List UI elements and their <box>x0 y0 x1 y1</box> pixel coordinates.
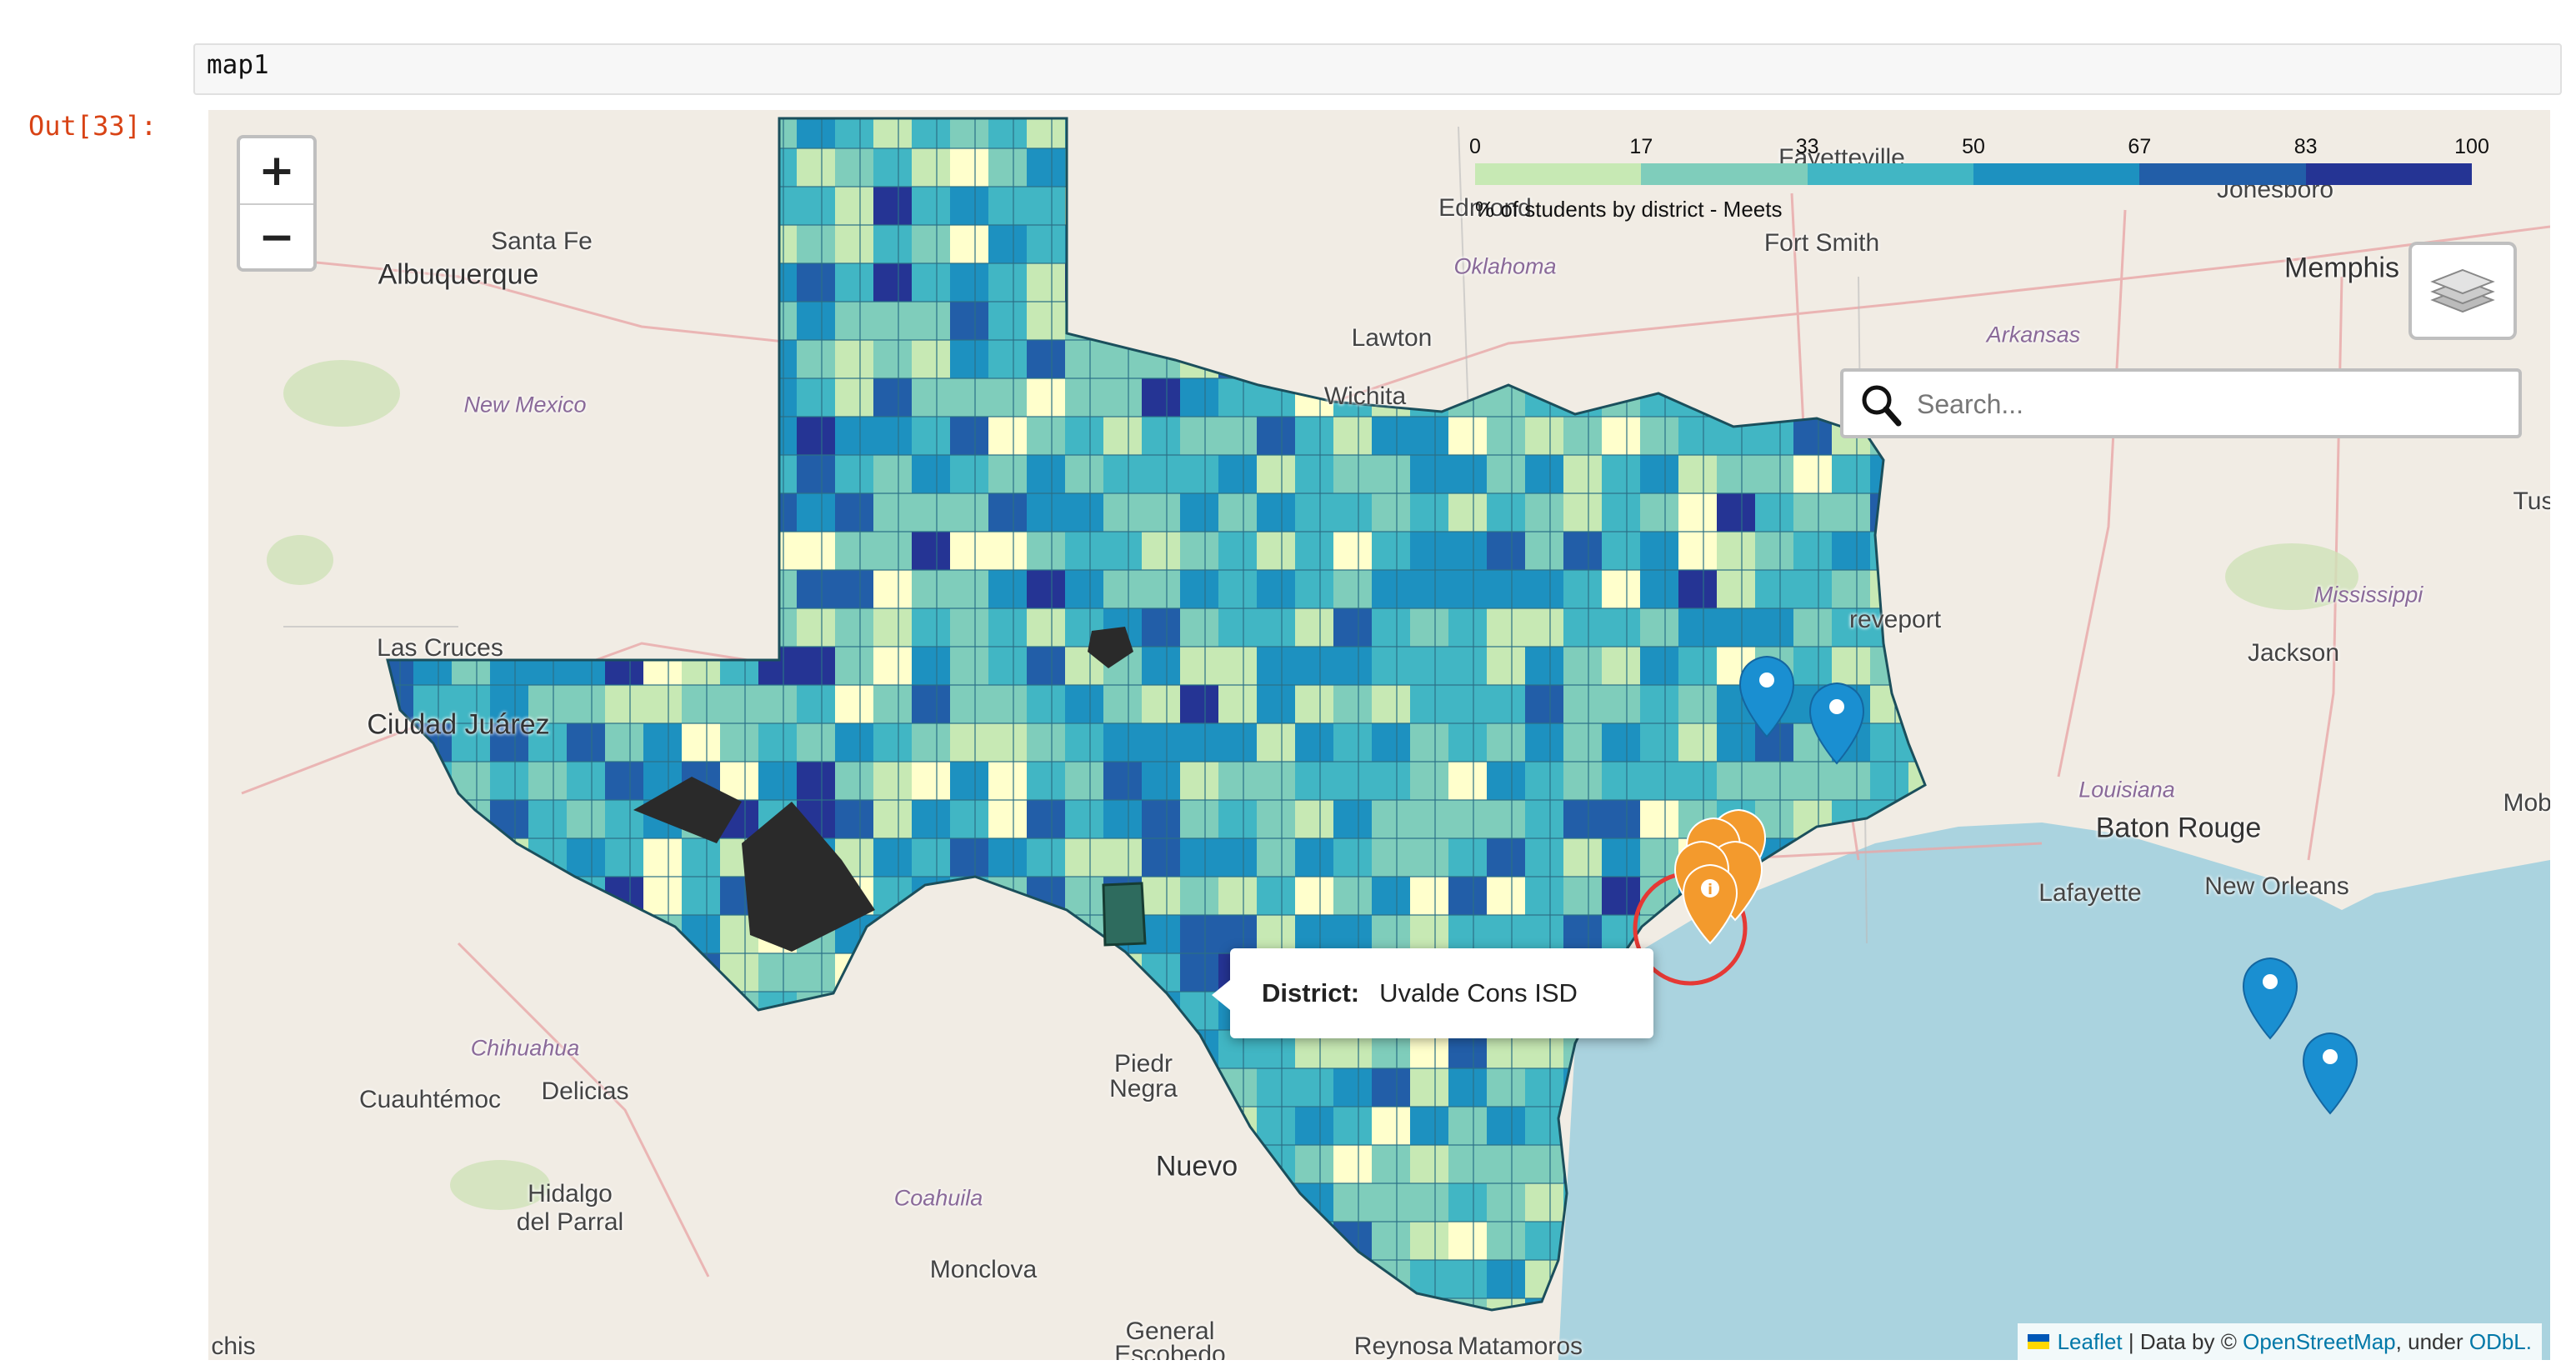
legend-color-step <box>1641 163 1808 185</box>
label-mobile: Mobi <box>2503 789 2550 817</box>
legend-color-step <box>2305 163 2472 185</box>
attribution: Leaflet | Data by © OpenStreetMap, under… <box>2017 1323 2542 1360</box>
code-text[interactable]: map1 <box>207 50 269 80</box>
zoom-out-button[interactable]: − <box>240 203 313 270</box>
label-new-mexico: New Mexico <box>463 392 587 418</box>
legend-tick: 67 <box>2128 135 2152 158</box>
legend-tick: 100 <box>2454 135 2489 158</box>
label-hidalgo: Hidalgo del Parral <box>516 1180 624 1236</box>
ukraine-flag-icon <box>2027 1334 2049 1349</box>
label-wichita: Wichita <box>1323 382 1407 410</box>
odbl-link[interactable]: ODbL. <box>2468 1328 2532 1354</box>
label-albuquerque: Albuquerque <box>378 258 539 291</box>
layers-icon <box>2430 268 2495 313</box>
label-lawton: Lawton <box>1351 324 1433 352</box>
legend-color-step <box>2139 163 2306 185</box>
legend-color-step <box>1807 163 1973 185</box>
info-icon: i <box>1708 882 1713 898</box>
legend-tick: 0 <box>1469 135 1481 158</box>
label-general-escobedo: General Escobedo <box>1114 1318 1226 1361</box>
label-cuauhtemoc: Cuauhtémoc <box>358 1086 502 1113</box>
label-arkansas: Arkansas <box>1986 322 2081 348</box>
search-icon[interactable] <box>1858 382 1905 428</box>
label-chis: chis <box>211 1332 256 1360</box>
label-oklahoma: Oklahoma <box>1453 253 1557 279</box>
legend-color-step <box>1475 163 1642 185</box>
label-ciudad-juarez: Ciudad Juárez <box>367 708 550 741</box>
color-legend: 0 17 33 50 67 83 100 % of students by district… <box>1469 135 2492 227</box>
label-shreveport: reveport <box>1848 606 1942 633</box>
label-jackson: Jackson <box>2247 639 2340 667</box>
label-coahuila: Coahuila <box>893 1185 983 1211</box>
legend-caption: % of students by district - Meets <box>1475 197 1783 222</box>
search-control <box>1840 368 2522 438</box>
marker-blue[interactable] <box>2302 1032 2358 1115</box>
district-tooltip: District: Uvalde Cons ISD <box>1212 948 1653 1038</box>
legend-tick: 50 <box>1962 135 1985 158</box>
label-matamoros: Matamoros <box>1457 1332 1583 1360</box>
out-prompt: Out[33]: <box>28 110 158 142</box>
layers-control-button[interactable] <box>2408 242 2517 340</box>
map-basemap <box>208 110 2550 1360</box>
label-las-cruces: Las Cruces <box>377 634 503 662</box>
label-memphis: Memphis <box>2284 252 2399 284</box>
label-tus: Tus <box>2513 488 2550 515</box>
label-santa-fe: Santa Fe <box>491 228 593 255</box>
label-piedras-negras: Piedr Negra <box>1109 1050 1178 1102</box>
legend-tick: 83 <box>2293 135 2318 158</box>
label-monclova: Monclova <box>929 1256 1038 1283</box>
label-reynosa: Reynosa <box>1353 1332 1453 1360</box>
missing-districts <box>633 627 1133 952</box>
label-edmond: Edmond <box>1438 194 1532 222</box>
label-nuevo: Nuevo <box>1155 1150 1238 1182</box>
legend-colorbar <box>1475 163 2472 185</box>
code-cell[interactable]: map1 <box>193 43 2562 95</box>
zoom-control: + − <box>237 135 317 272</box>
zoom-in-button[interactable]: + <box>258 146 295 196</box>
legend-color-step <box>1973 163 2140 185</box>
marker-blue[interactable] <box>1808 682 1865 765</box>
leaflet-map[interactable]: Albuquerque Santa Fe New Mexico Las Cruc… <box>208 110 2550 1360</box>
uvalde-district <box>1102 882 1147 947</box>
tooltip-value: Uvalde Cons ISD <box>1379 978 1578 1008</box>
marker-orange-cluster[interactable]: i <box>1673 808 1767 945</box>
label-chihuahua: Chihuahua <box>470 1035 580 1061</box>
label-fort-smith: Fort Smith <box>1763 229 1880 257</box>
legend-tick: 33 <box>1795 135 1819 158</box>
tooltip-label: District: <box>1262 978 1360 1008</box>
leaflet-link[interactable]: Leaflet <box>2057 1328 2123 1354</box>
label-lafayette: Lafayette <box>2038 879 2142 907</box>
label-mississippi: Mississippi <box>2313 582 2423 608</box>
osm-link[interactable]: OpenStreetMap <box>2243 1328 2396 1354</box>
label-new-orleans: New Orleans <box>2204 872 2349 900</box>
marker-layer: i <box>1673 655 2358 1115</box>
attribution-data-by: | Data by © <box>2128 1328 2237 1354</box>
search-input[interactable] <box>1915 380 2502 428</box>
label-delicias: Delicias <box>541 1078 629 1105</box>
marker-blue[interactable] <box>2242 957 2298 1040</box>
label-louisiana: Louisiana <box>2078 777 2175 802</box>
marker-blue[interactable] <box>1738 655 1795 738</box>
label-baton-rouge: Baton Rouge <box>2095 812 2262 844</box>
attribution-under: , under <box>2395 1328 2463 1354</box>
legend-tick: 17 <box>1629 135 1653 158</box>
